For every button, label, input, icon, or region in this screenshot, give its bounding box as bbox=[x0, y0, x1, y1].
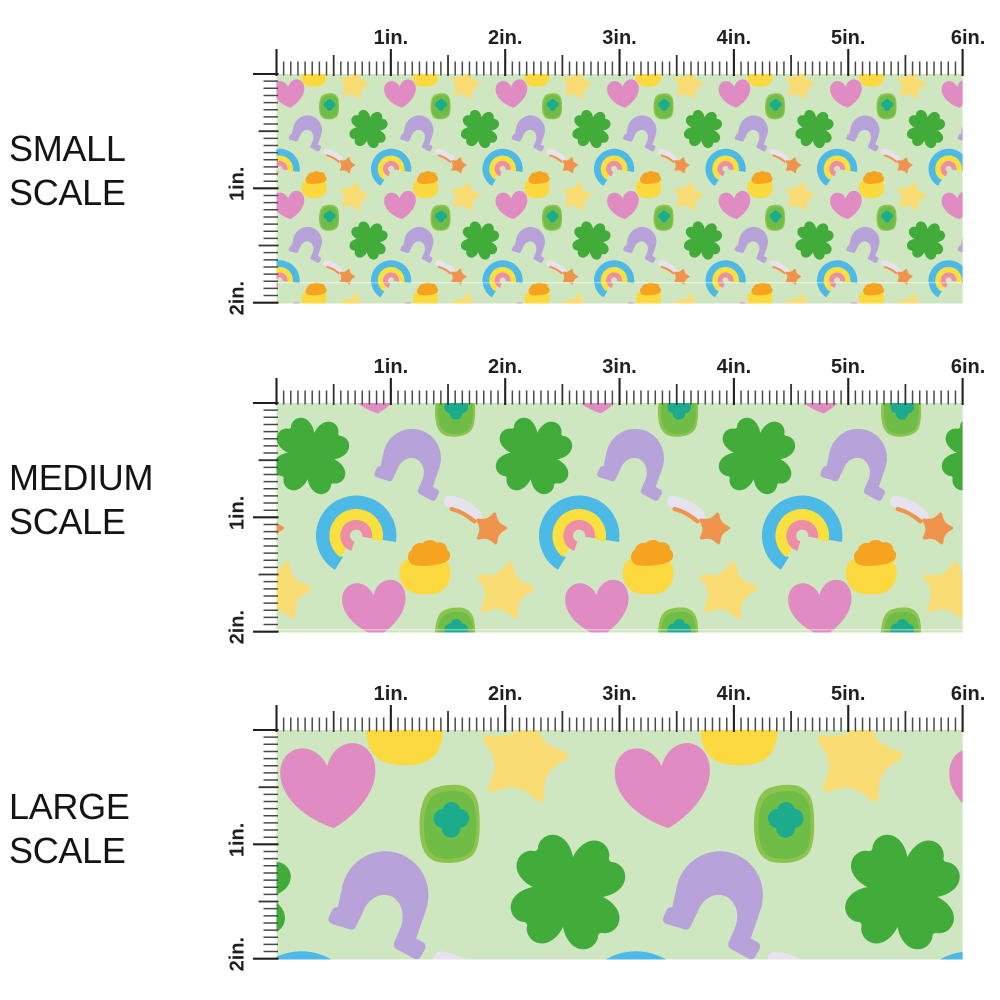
svg-text:2in.: 2in. bbox=[227, 937, 249, 971]
svg-text:2in.: 2in. bbox=[488, 683, 522, 705]
svg-text:MEDIUM: MEDIUM bbox=[9, 457, 153, 498]
svg-text:1in.: 1in. bbox=[227, 496, 249, 530]
svg-text:6in.: 6in. bbox=[951, 356, 985, 378]
svg-text:2in.: 2in. bbox=[227, 281, 249, 315]
svg-text:1in.: 1in. bbox=[374, 683, 408, 705]
svg-text:2in.: 2in. bbox=[227, 610, 249, 644]
svg-text:5in.: 5in. bbox=[831, 27, 865, 49]
svg-text:4in.: 4in. bbox=[717, 27, 751, 49]
svg-text:1in.: 1in. bbox=[374, 356, 408, 378]
svg-text:1in.: 1in. bbox=[227, 167, 249, 201]
svg-text:SMALL: SMALL bbox=[9, 128, 126, 169]
svg-text:2in.: 2in. bbox=[488, 356, 522, 378]
svg-text:4in.: 4in. bbox=[717, 683, 751, 705]
svg-text:3in.: 3in. bbox=[602, 683, 636, 705]
svg-text:3in.: 3in. bbox=[602, 356, 636, 378]
svg-text:6in.: 6in. bbox=[951, 27, 985, 49]
svg-text:SCALE: SCALE bbox=[9, 172, 126, 213]
svg-text:SCALE: SCALE bbox=[9, 501, 126, 542]
svg-text:LARGE: LARGE bbox=[9, 786, 130, 827]
svg-text:3in.: 3in. bbox=[602, 27, 636, 49]
svg-text:5in.: 5in. bbox=[831, 683, 865, 705]
svg-text:4in.: 4in. bbox=[717, 356, 751, 378]
svg-text:2in.: 2in. bbox=[488, 27, 522, 49]
svg-text:5in.: 5in. bbox=[831, 356, 865, 378]
svg-text:6in.: 6in. bbox=[951, 683, 985, 705]
svg-text:1in.: 1in. bbox=[374, 27, 408, 49]
svg-text:SCALE: SCALE bbox=[9, 830, 126, 871]
svg-text:1in.: 1in. bbox=[227, 823, 249, 857]
